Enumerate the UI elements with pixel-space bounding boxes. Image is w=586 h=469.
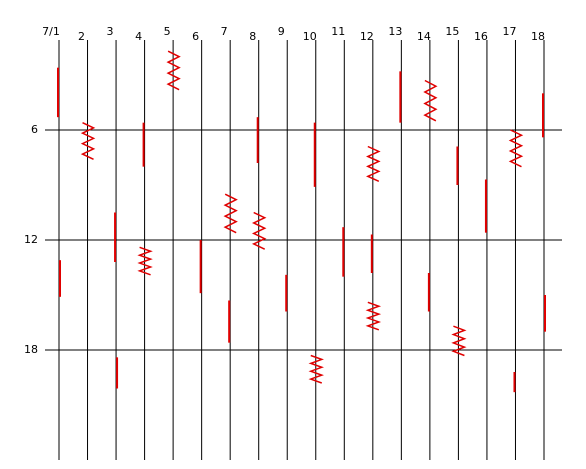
zigzag [508,129,524,168]
x-tick-label: 12 [360,30,374,43]
zigzag [366,145,381,183]
y-tick-label: 18 [24,343,38,356]
x-tick-label: 15 [445,25,459,38]
x-tick-label: 8 [249,30,256,43]
x-tick-label: 14 [417,30,431,43]
x-tick-label: 13 [388,25,402,38]
x-tick-label: 2 [78,30,85,43]
x-tick-label: 3 [107,25,114,38]
x-tick-label: 4 [135,30,142,43]
x-tick-label: 16 [474,30,488,43]
x-tick-label: 18 [531,30,545,43]
zigzag [251,211,267,250]
x-tick-label: 6 [192,30,199,43]
zigzag [80,121,96,161]
zigzag [308,354,324,384]
zigzag [137,246,153,276]
y-tick-label: 12 [24,233,38,246]
x-tick-label: 7/1 [42,25,60,38]
x-tick-label: 5 [164,25,171,38]
zigzag [365,301,382,331]
zigzag [166,50,181,91]
x-tick-label: 9 [278,25,285,38]
y-tick-label: 6 [31,123,38,136]
zigzag [423,79,438,122]
zigzag [451,325,467,357]
x-tick-label: 7 [221,25,228,38]
x-tick-label: 10 [303,30,317,43]
x-tick-label: 17 [502,25,516,38]
x-tick-label: 11 [331,25,345,38]
zigzag [223,193,238,234]
